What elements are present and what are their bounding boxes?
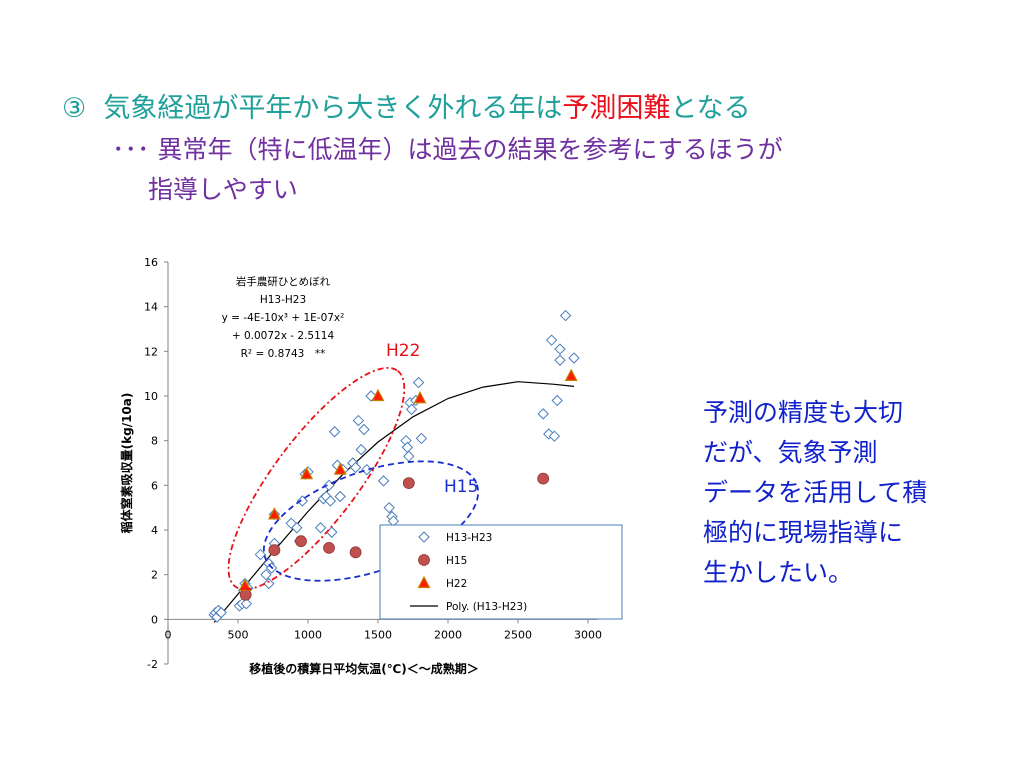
chart-points — [208, 309, 580, 623]
point-diamond-h13-h23 — [326, 526, 338, 538]
point-triangle-h22 — [267, 507, 281, 520]
point-diamond-h13-h23 — [568, 352, 580, 364]
annotation-line-1: 岩手農研ひとめぼれ — [236, 275, 331, 288]
annotation-line-3: y = -4E-10x³ + 1E-07x² — [222, 312, 345, 324]
x-tick-label: 3000 — [574, 628, 602, 641]
title-text-end: となる — [670, 93, 751, 124]
y-axis-title: 稲体窒素吸収量(kg/10a) — [119, 393, 134, 534]
point-diamond-h13-h23 — [355, 443, 367, 456]
side-note-line: データを活用して積 — [703, 478, 928, 507]
y-tick-label: 0 — [151, 613, 158, 626]
legend-label: Poly. (H13-H23) — [446, 601, 527, 613]
point-diamond-h13-h23 — [383, 501, 395, 514]
point-circle-h15 — [402, 477, 415, 490]
side-note-line: 予測の精度も大切 — [703, 398, 904, 427]
legend-marker-circle — [418, 554, 430, 566]
point-diamond-h13-h23 — [291, 522, 303, 534]
annotation-line-5: R² = 0.8743 ** — [241, 348, 326, 360]
chart-axes: -2 0 2 4 6 8 10 12 14 16 0 500 1000 1500 2000 2500 3000 — [144, 256, 602, 671]
annotation-line-2: H13-H23 — [260, 294, 306, 306]
point-diamond-h13-h23 — [314, 522, 327, 534]
point-triangle-h22 — [371, 388, 385, 402]
point-diamond-h13-h23 — [403, 450, 415, 463]
x-axis-title: 移植後の積算日平均気温(℃)＜～成熟期＞ — [249, 661, 479, 676]
point-diamond-h13-h23 — [377, 475, 390, 487]
point-diamond-h13-h23 — [349, 461, 362, 474]
point-diamond-h13-h23 — [551, 394, 563, 407]
annotation-line-4: + 0.0072x - 2.5114 — [232, 330, 335, 342]
subtitle-line-2: 指導しやすい — [148, 175, 298, 204]
point-diamond-h13-h23 — [263, 577, 275, 590]
y-tick-label: 14 — [144, 301, 158, 314]
point-triangle-h22 — [413, 390, 427, 404]
point-diamond-h13-h23 — [537, 408, 549, 420]
point-circle-h15 — [537, 472, 550, 485]
y-tick-label: 4 — [151, 524, 158, 537]
point-diamond-h13-h23 — [254, 548, 267, 561]
x-tick-label: 500 — [228, 628, 249, 641]
subtitle-line-1: ･･･ 異常年（特に低温年）は過去の結果を参考にするほうが — [112, 135, 783, 164]
y-tick-label: 6 — [151, 479, 158, 492]
side-note: 予測の精度も大切 だが、気象予測 データを活用して積 極的に現場指導に 生かした… — [703, 393, 1003, 593]
legend-box — [379, 524, 623, 620]
point-triangle-h22 — [238, 578, 252, 591]
point-circle-h15 — [295, 535, 307, 548]
side-note-line: 生かしたい。 — [703, 558, 854, 587]
point-diamond-h13-h23 — [240, 597, 253, 610]
point-diamond-h13-h23 — [260, 568, 272, 581]
y-tick-label: 2 — [151, 569, 158, 582]
point-diamond-h13-h23 — [215, 606, 227, 619]
slide-title: ③ 気象経過が平年から大きく外れる年は予測困難となる — [62, 86, 751, 125]
x-tick-label: 1000 — [294, 628, 322, 641]
point-diamond-h13-h23 — [545, 334, 558, 346]
point-diamond-h13-h23 — [352, 414, 365, 427]
point-diamond-h13-h23 — [554, 343, 566, 355]
y-tick-label: 12 — [144, 345, 158, 358]
point-diamond-h13-h23 — [554, 354, 566, 366]
side-note-line: 極的に現場指導に — [703, 518, 904, 547]
title-marker: ③ — [62, 93, 87, 124]
point-triangle-h22 — [564, 368, 578, 381]
regression-annotation: 岩手農研ひとめぼれ H13-H23 y = -4E-10x³ + 1E-07x²… — [222, 275, 345, 360]
point-circle-h15 — [323, 541, 335, 554]
side-note-line: だが、気象予測 — [703, 438, 878, 467]
x-tick-label: 2500 — [504, 628, 532, 641]
y-tick-label: 16 — [144, 256, 158, 269]
legend-label: H15 — [446, 555, 467, 567]
legend-marker-triangle — [417, 575, 431, 589]
legend-marker-diamond — [418, 531, 430, 543]
point-diamond-h13-h23 — [559, 309, 572, 322]
legend-label: H13-H23 — [446, 532, 492, 544]
h22-group-label: H22 — [386, 341, 420, 361]
x-tick-label: 1500 — [364, 628, 392, 641]
point-diamond-h13-h23 — [412, 376, 425, 389]
point-diamond-h13-h23 — [334, 490, 346, 503]
point-circle-h15 — [349, 546, 362, 559]
y-tick-label: 8 — [151, 435, 158, 448]
legend-label: H22 — [446, 578, 467, 590]
h22-ellipse — [227, 366, 406, 591]
y-tick-label: -2 — [147, 658, 158, 671]
trend-curve — [213, 381, 575, 623]
point-diamond-h13-h23 — [415, 432, 428, 445]
title-text: 気象経過が平年から大きく外れる年は — [103, 93, 563, 124]
title-highlight: 予測困難 — [562, 93, 671, 124]
point-triangle-h22 — [300, 466, 314, 480]
point-circle-h15 — [268, 544, 281, 556]
poly-trendline — [213, 381, 575, 623]
point-triangle-h22 — [333, 462, 347, 475]
point-diamond-h13-h23 — [296, 495, 309, 507]
x-tick-label: 2000 — [434, 628, 462, 641]
h15-group-label: H15 — [444, 477, 478, 497]
point-diamond-h13-h23 — [361, 463, 373, 476]
y-tick-label: 10 — [144, 390, 158, 403]
x-tick-label: 0 — [165, 628, 172, 641]
chart-legend: H13-H23 H15 H22 Poly. (H13-H23) — [379, 524, 623, 620]
point-diamond-h13-h23 — [324, 495, 337, 507]
point-diamond-h13-h23 — [405, 403, 418, 416]
point-diamond-h13-h23 — [358, 423, 370, 436]
point-diamond-h13-h23 — [548, 430, 561, 442]
point-diamond-h13-h23 — [328, 426, 341, 438]
